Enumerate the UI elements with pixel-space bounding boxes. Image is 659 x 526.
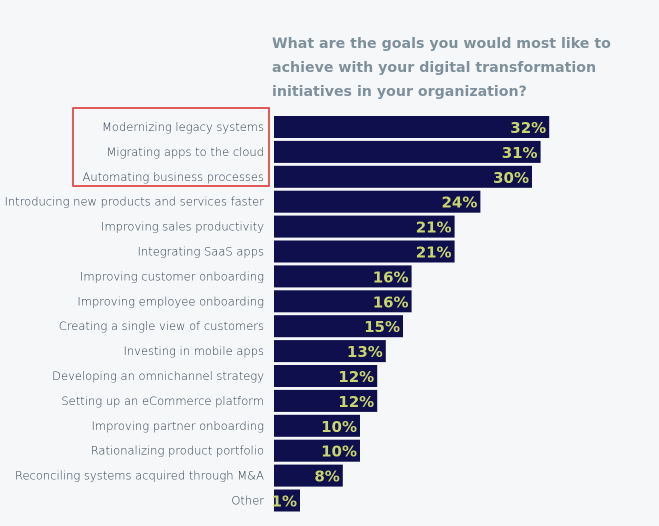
category-label: Migrating apps to the cloud [106,145,264,159]
value-label: 21% [416,244,452,262]
category-label: Developing an omnichannel strategy [52,369,264,383]
value-label: 31% [502,144,538,162]
category-label: Improving employee onboarding [77,294,264,308]
category-label: Introducing new products and services fa… [5,195,265,209]
category-label: Improving sales productivity [101,220,264,234]
category-label: Integrating SaaS apps [138,245,264,259]
value-label: 30% [493,169,529,187]
value-label: 24% [441,194,477,212]
value-label: 13% [347,343,383,361]
category-label: Improving partner onboarding [92,419,265,433]
value-label: 12% [338,393,374,411]
value-label: 10% [321,418,357,436]
highlight-box [72,107,270,187]
bar [274,414,360,437]
bar [274,265,412,288]
bar [274,140,541,163]
category-label: Automating business processes [82,170,264,184]
value-label: 32% [510,119,546,137]
bar [274,215,455,238]
category-label: Investing in mobile apps [123,344,264,358]
value-label: 16% [373,293,409,311]
bar [274,315,403,338]
bar [274,116,550,138]
category-label: Creating a single view of customers [59,319,264,333]
category-label: Other [231,494,264,508]
value-label: 15% [364,318,400,336]
category-label: Rationalizing product portfolio [91,444,264,458]
bar [274,365,378,387]
value-label: 12% [338,368,374,386]
value-label: 10% [321,443,357,461]
bar [274,165,532,188]
category-label: Reconciling systems acquired through M&A [15,469,264,483]
bar [274,190,481,213]
bar [274,489,300,512]
category-label: Modernizing legacy systems [102,120,264,134]
bar [274,240,455,263]
bar [274,290,412,313]
value-label: 16% [373,268,409,286]
bar [274,389,378,412]
category-label: Setting up an eCommerce platform [61,394,264,408]
value-label: 8% [314,468,339,486]
chart-title: What are the goals you would most like t… [272,36,611,100]
bar [274,464,343,487]
bar [274,340,386,363]
category-label: Improving customer onboarding [80,269,264,283]
value-label: 21% [416,219,452,237]
value-label: 1% [272,493,297,511]
bar [274,439,360,462]
